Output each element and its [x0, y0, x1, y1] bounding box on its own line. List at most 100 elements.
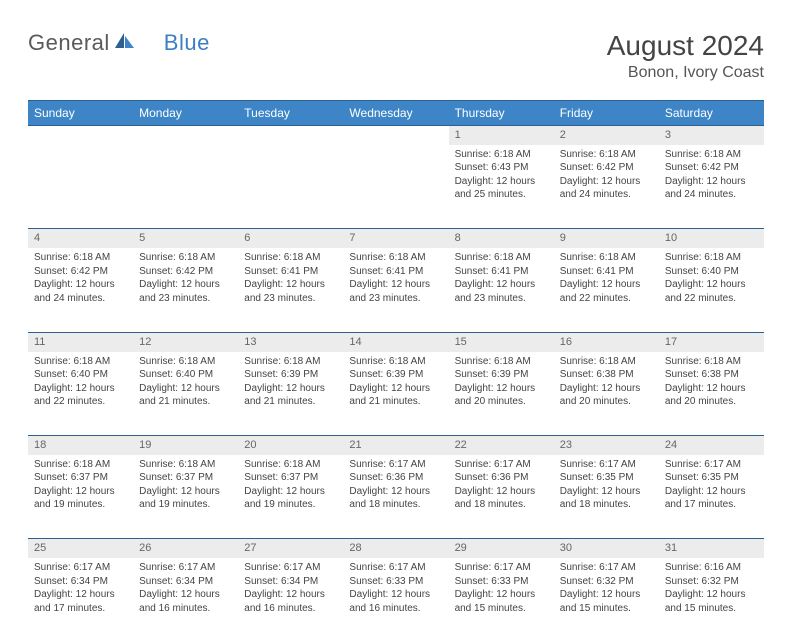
sunrise-text: Sunrise: 6:18 AM: [455, 251, 548, 265]
daylight-text: Daylight: 12 hours: [665, 485, 758, 499]
sunrise-text: Sunrise: 6:18 AM: [34, 251, 127, 265]
daylight-text: Daylight: 12 hours: [349, 382, 442, 396]
daylight-text: and 22 minutes.: [34, 395, 127, 409]
daylight-text: and 25 minutes.: [455, 188, 548, 202]
day-cell: Sunrise: 6:17 AMSunset: 6:34 PMDaylight:…: [28, 558, 133, 642]
daylight-text: Daylight: 12 hours: [665, 382, 758, 396]
day-number: 28: [343, 539, 448, 558]
sunrise-text: Sunrise: 6:17 AM: [455, 561, 548, 575]
day-number: 27: [238, 539, 343, 558]
sunrise-text: Sunrise: 6:18 AM: [244, 251, 337, 265]
day-number: 8: [449, 229, 554, 248]
daylight-text: Daylight: 12 hours: [34, 382, 127, 396]
sunset-text: Sunset: 6:35 PM: [665, 471, 758, 485]
sunset-text: Sunset: 6:42 PM: [665, 161, 758, 175]
daylight-text: and 22 minutes.: [560, 292, 653, 306]
day-content-row: Sunrise: 6:18 AMSunset: 6:43 PMDaylight:…: [28, 145, 764, 229]
sunrise-text: Sunrise: 6:18 AM: [665, 148, 758, 162]
day-number: [28, 126, 133, 145]
daylight-text: and 17 minutes.: [665, 498, 758, 512]
daylight-text: and 15 minutes.: [455, 602, 548, 616]
daylight-text: Daylight: 12 hours: [560, 278, 653, 292]
day-header: Thursday: [449, 101, 554, 126]
daylight-text: Daylight: 12 hours: [455, 278, 548, 292]
day-cell: Sunrise: 6:18 AMSunset: 6:37 PMDaylight:…: [238, 455, 343, 539]
sunset-text: Sunset: 6:34 PM: [139, 575, 232, 589]
logo-text-blue: Blue: [164, 30, 210, 56]
daylight-text: Daylight: 12 hours: [349, 588, 442, 602]
sunrise-text: Sunrise: 6:18 AM: [560, 148, 653, 162]
daylight-text: Daylight: 12 hours: [560, 485, 653, 499]
daylight-text: and 19 minutes.: [34, 498, 127, 512]
day-number: 25: [28, 539, 133, 558]
day-cell: Sunrise: 6:18 AMSunset: 6:39 PMDaylight:…: [449, 352, 554, 436]
day-content-row: Sunrise: 6:17 AMSunset: 6:34 PMDaylight:…: [28, 558, 764, 642]
daylight-text: Daylight: 12 hours: [455, 175, 548, 189]
daylight-text: and 16 minutes.: [244, 602, 337, 616]
header: General Blue August 2024 Bonon, Ivory Co…: [28, 30, 764, 82]
sunset-text: Sunset: 6:41 PM: [455, 265, 548, 279]
sunrise-text: Sunrise: 6:18 AM: [560, 355, 653, 369]
daylight-text: and 18 minutes.: [560, 498, 653, 512]
daylight-text: and 18 minutes.: [349, 498, 442, 512]
daylight-text: and 18 minutes.: [455, 498, 548, 512]
daylight-text: Daylight: 12 hours: [139, 588, 232, 602]
daylight-text: and 23 minutes.: [139, 292, 232, 306]
day-cell: Sunrise: 6:18 AMSunset: 6:37 PMDaylight:…: [133, 455, 238, 539]
day-cell: Sunrise: 6:18 AMSunset: 6:38 PMDaylight:…: [659, 352, 764, 436]
day-number: 17: [659, 332, 764, 351]
sunrise-text: Sunrise: 6:17 AM: [244, 561, 337, 575]
sunrise-text: Sunrise: 6:18 AM: [560, 251, 653, 265]
day-header-row: Sunday Monday Tuesday Wednesday Thursday…: [28, 101, 764, 126]
daylight-text: and 22 minutes.: [665, 292, 758, 306]
logo-text-general: General: [28, 30, 110, 56]
daylight-text: Daylight: 12 hours: [139, 278, 232, 292]
daylight-text: and 23 minutes.: [244, 292, 337, 306]
sunrise-text: Sunrise: 6:17 AM: [349, 561, 442, 575]
daylight-text: and 17 minutes.: [34, 602, 127, 616]
day-number: [133, 126, 238, 145]
day-cell: Sunrise: 6:18 AMSunset: 6:41 PMDaylight:…: [238, 248, 343, 332]
day-cell: Sunrise: 6:18 AMSunset: 6:42 PMDaylight:…: [133, 248, 238, 332]
day-header: Tuesday: [238, 101, 343, 126]
sunrise-text: Sunrise: 6:18 AM: [139, 251, 232, 265]
daylight-text: and 21 minutes.: [244, 395, 337, 409]
daylight-text: Daylight: 12 hours: [244, 485, 337, 499]
sunset-text: Sunset: 6:36 PM: [455, 471, 548, 485]
day-number: 2: [554, 126, 659, 145]
sunrise-text: Sunrise: 6:18 AM: [244, 458, 337, 472]
sunrise-text: Sunrise: 6:18 AM: [455, 355, 548, 369]
month-title: August 2024: [607, 30, 764, 62]
daylight-text: and 20 minutes.: [560, 395, 653, 409]
day-number: 15: [449, 332, 554, 351]
daylight-text: Daylight: 12 hours: [455, 485, 548, 499]
daylight-text: Daylight: 12 hours: [349, 485, 442, 499]
day-number: 23: [554, 436, 659, 455]
sunrise-text: Sunrise: 6:18 AM: [349, 355, 442, 369]
day-number: 12: [133, 332, 238, 351]
day-number: 4: [28, 229, 133, 248]
day-cell: Sunrise: 6:18 AMSunset: 6:39 PMDaylight:…: [238, 352, 343, 436]
daylight-text: Daylight: 12 hours: [455, 588, 548, 602]
sunset-text: Sunset: 6:41 PM: [244, 265, 337, 279]
daylight-text: and 23 minutes.: [455, 292, 548, 306]
sunset-text: Sunset: 6:32 PM: [560, 575, 653, 589]
daylight-text: and 23 minutes.: [349, 292, 442, 306]
day-cell: Sunrise: 6:18 AMSunset: 6:37 PMDaylight:…: [28, 455, 133, 539]
daylight-text: and 16 minutes.: [349, 602, 442, 616]
day-cell: Sunrise: 6:17 AMSunset: 6:34 PMDaylight:…: [133, 558, 238, 642]
sunrise-text: Sunrise: 6:17 AM: [665, 458, 758, 472]
daylight-text: and 20 minutes.: [455, 395, 548, 409]
sunrise-text: Sunrise: 6:17 AM: [560, 561, 653, 575]
daylight-text: Daylight: 12 hours: [244, 588, 337, 602]
day-cell: Sunrise: 6:18 AMSunset: 6:39 PMDaylight:…: [343, 352, 448, 436]
day-cell: Sunrise: 6:17 AMSunset: 6:35 PMDaylight:…: [659, 455, 764, 539]
day-number: 21: [343, 436, 448, 455]
day-number: 31: [659, 539, 764, 558]
daylight-text: and 21 minutes.: [139, 395, 232, 409]
day-number-row: 45678910: [28, 229, 764, 248]
sunrise-text: Sunrise: 6:17 AM: [455, 458, 548, 472]
sunset-text: Sunset: 6:36 PM: [349, 471, 442, 485]
daylight-text: Daylight: 12 hours: [349, 278, 442, 292]
daylight-text: Daylight: 12 hours: [665, 278, 758, 292]
